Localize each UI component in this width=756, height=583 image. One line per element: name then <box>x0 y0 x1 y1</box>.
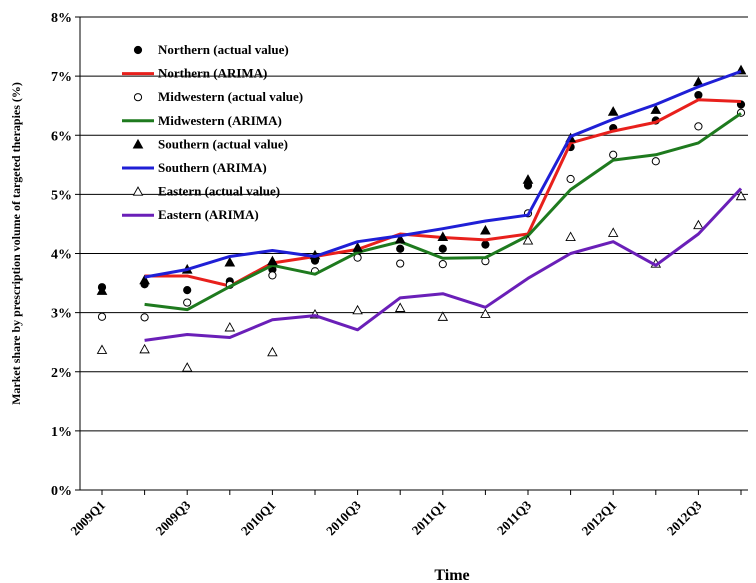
data-point-southern-actual-value <box>224 256 236 267</box>
y-tick-label: 1% <box>51 425 72 440</box>
data-point-southern-actual-value <box>480 224 491 235</box>
data-point-midwestern-actual-value <box>140 313 149 322</box>
legend: Northern (actual value) Northern (ARIMA) M… <box>122 42 303 222</box>
data-point-eastern-actual-value <box>565 231 576 241</box>
data-point-midwestern-actual-value <box>609 150 618 159</box>
data-point-southern-actual-value <box>394 233 406 244</box>
x-tick-label: 2012Q3 <box>664 497 705 538</box>
data-point-eastern-actual-value <box>96 344 108 354</box>
data-point-southern-actual-value <box>607 106 619 116</box>
data-point-eastern-actual-value <box>735 190 747 201</box>
legend-item-northern-arima: Northern (ARIMA) <box>122 66 267 81</box>
x-tick-label: 2012Q1 <box>579 498 620 539</box>
series-midwestern-actual-value <box>97 108 746 322</box>
y-tick-label: 4% <box>51 248 72 263</box>
data-point-northern-actual-value <box>396 244 405 253</box>
legend-item-eastern-actual-value: Eastern (actual value) <box>132 184 280 199</box>
data-point-eastern-actual-value <box>522 235 534 245</box>
series-eastern-arima <box>144 187 743 342</box>
x-tick-label: 2011Q1 <box>409 498 449 538</box>
x-axis: 2009Q1 2009Q3 2010Q1 2010Q3 2011Q1 2011Q3 2012… <box>67 490 742 539</box>
data-point-eastern-actual-value <box>394 302 406 312</box>
legend-item-southern-actual-value: Southern (actual value) <box>132 136 288 151</box>
y-tick-label: 7% <box>51 70 72 85</box>
legend-swatch-marker <box>133 93 143 102</box>
y-tick-label: 8% <box>51 11 72 26</box>
data-point-midwestern-actual-value <box>353 253 362 262</box>
data-point-midwestern-actual-value <box>97 312 107 321</box>
data-point-southern-actual-value <box>522 174 534 184</box>
legend-label: Northern (actual value) <box>158 42 289 57</box>
legend-label: Southern (actual value) <box>158 136 288 151</box>
series-line-eastern-arima <box>144 187 743 342</box>
data-point-southern-actual-value <box>96 285 108 295</box>
legend-label: Midwestern (ARIMA) <box>158 113 282 128</box>
data-point-midwestern-actual-value <box>438 260 447 269</box>
legend-swatch-marker <box>132 138 144 149</box>
legend-label: Eastern (actual value) <box>158 184 280 199</box>
series-midwestern-arima <box>144 112 742 312</box>
x-tick-label: 2009Q3 <box>153 497 194 538</box>
data-point-eastern-actual-value <box>352 304 363 315</box>
series-eastern-actual-value <box>96 190 747 372</box>
data-point-southern-actual-value <box>352 242 363 252</box>
legend-item-midwestern-arima: Midwestern (ARIMA) <box>122 113 282 128</box>
series-southern-arima <box>144 69 742 279</box>
y-tick-label: 6% <box>51 129 72 144</box>
data-point-midwestern-actual-value <box>268 271 277 280</box>
y-tick-label: 3% <box>51 307 72 322</box>
data-point-northern-actual-value <box>481 240 490 249</box>
x-axis-title: Time <box>434 567 469 583</box>
x-tick-label: 2009Q1 <box>67 498 108 539</box>
y-tick-label: 2% <box>51 366 72 381</box>
y-tick-label: 0% <box>51 484 72 499</box>
data-point-eastern-actual-value <box>693 219 704 230</box>
x-tick-label: 2011Q3 <box>494 497 535 538</box>
legend-label: Midwestern (actual value) <box>158 89 303 104</box>
data-point-eastern-actual-value <box>480 308 491 318</box>
series-line-southern-arima <box>144 69 742 279</box>
data-point-southern-actual-value <box>650 104 662 114</box>
data-point-eastern-actual-value <box>437 311 449 321</box>
y-axis-title: Market share by prescription volume of t… <box>9 82 23 405</box>
data-point-eastern-actual-value <box>181 362 193 372</box>
legend-swatch-marker <box>133 45 143 55</box>
y-tick-label: 5% <box>51 188 72 203</box>
series-line-midwestern-arima <box>144 112 742 312</box>
data-point-southern-actual-value <box>437 231 449 242</box>
legend-label: Southern (ARIMA) <box>158 160 267 175</box>
data-point-eastern-actual-value <box>139 343 150 354</box>
legend-item-midwestern-actual-value: Midwestern (actual value) <box>133 89 303 104</box>
x-tick-label: 2010Q3 <box>323 497 364 538</box>
data-point-midwestern-actual-value <box>651 157 660 166</box>
x-tick-label: 2010Q1 <box>238 498 279 539</box>
legend-label: Eastern (ARIMA) <box>158 207 259 222</box>
legend-label: Northern (ARIMA) <box>158 66 267 81</box>
data-point-midwestern-actual-value <box>183 298 192 307</box>
data-point-eastern-actual-value <box>267 346 278 357</box>
legend-swatch-marker <box>132 186 144 196</box>
data-point-northern-actual-value <box>183 286 192 295</box>
data-point-eastern-actual-value <box>224 321 236 332</box>
data-point-midwestern-actual-value <box>566 174 575 184</box>
gridlines: 0% 1% 2% 3% 4% 5% 6% 7% 8% <box>51 11 748 499</box>
data-point-eastern-actual-value <box>607 227 619 237</box>
data-point-southern-actual-value <box>267 255 278 266</box>
data-point-northern-actual-value <box>438 244 447 253</box>
data-point-midwestern-actual-value <box>694 122 703 131</box>
data-point-southern-actual-value <box>139 274 150 285</box>
data-point-midwestern-actual-value <box>396 259 405 268</box>
legend-item-eastern-arima: Eastern (ARIMA) <box>122 207 259 222</box>
legend-item-southern-arima: Southern (ARIMA) <box>122 160 267 175</box>
data-point-northern-actual-value <box>694 90 703 100</box>
legend-item-northern-actual-value: Northern (actual value) <box>133 42 289 57</box>
